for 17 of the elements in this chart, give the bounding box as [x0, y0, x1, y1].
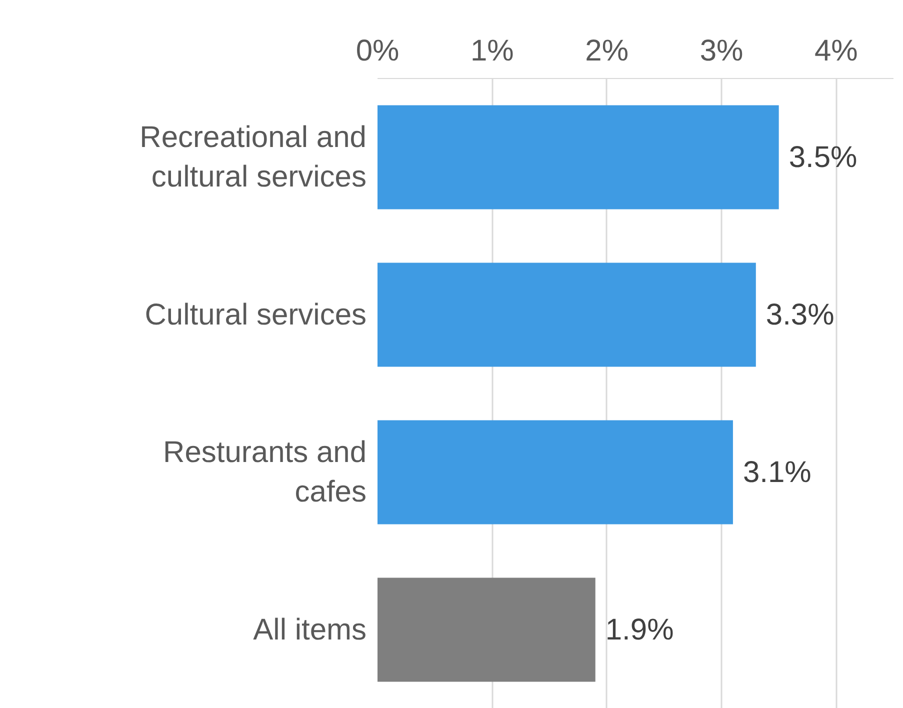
x-tick-label: 1%	[470, 34, 514, 68]
x-tick-label: 3%	[700, 34, 744, 68]
y-tick-label: Resturants and cafes	[163, 436, 367, 509]
data-label: 1.9%	[605, 613, 674, 646]
data-label: 3.3%	[766, 298, 834, 332]
bar	[378, 262, 756, 367]
y-tick-label: Recreational and cultural services	[140, 120, 367, 194]
data-label: 3.5%	[788, 140, 858, 174]
y-tick-label: All items	[253, 613, 367, 646]
x-tick-label: 4%	[814, 34, 858, 68]
bar	[378, 105, 779, 210]
x-tick-label: 0%	[356, 34, 400, 68]
bar	[378, 420, 733, 524]
y-tick-label: Cultural services	[144, 298, 366, 332]
data-label: 3.1%	[742, 456, 812, 489]
bar	[378, 578, 596, 682]
x-tick-label: 2%	[585, 34, 629, 68]
